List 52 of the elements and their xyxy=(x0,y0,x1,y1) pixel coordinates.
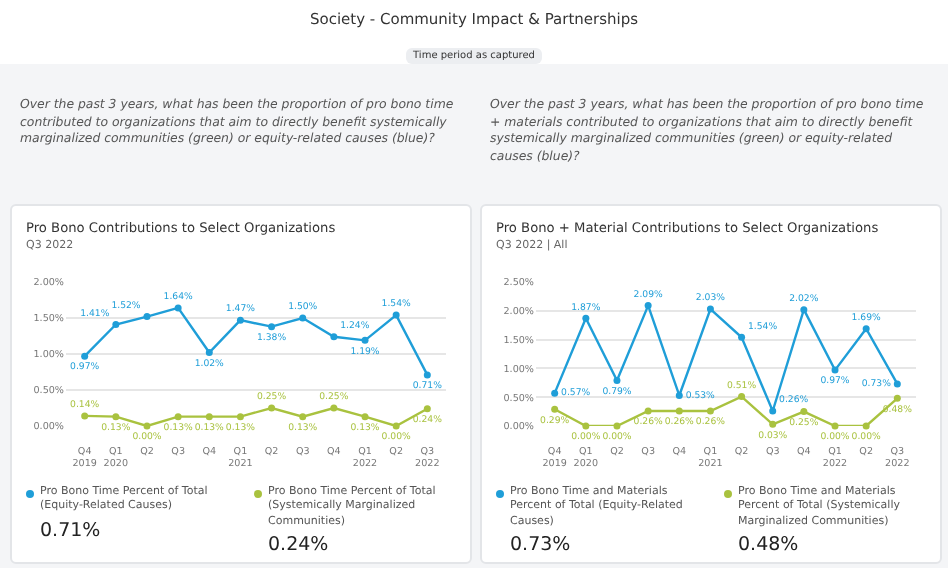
point xyxy=(392,422,400,430)
point xyxy=(862,422,870,430)
point xyxy=(361,336,369,344)
point xyxy=(551,389,559,397)
point xyxy=(330,404,338,412)
text: 0.24% xyxy=(268,534,331,561)
point xyxy=(174,413,182,421)
point xyxy=(423,371,431,379)
point xyxy=(81,352,89,360)
point xyxy=(706,407,714,415)
text: 0.48% xyxy=(738,534,801,561)
point xyxy=(831,366,839,374)
point xyxy=(236,316,244,324)
point xyxy=(299,413,307,421)
point xyxy=(738,393,746,401)
point xyxy=(236,413,244,421)
point xyxy=(644,407,652,415)
point xyxy=(613,422,621,430)
point xyxy=(800,306,808,314)
point xyxy=(143,422,151,430)
point xyxy=(299,314,307,322)
point xyxy=(112,320,120,328)
point xyxy=(268,404,276,412)
text: 0.71% xyxy=(40,519,103,546)
point xyxy=(644,302,652,310)
text: 0.73% xyxy=(510,534,573,561)
point xyxy=(706,305,714,313)
point xyxy=(423,405,431,413)
point xyxy=(769,420,777,428)
point xyxy=(268,323,276,331)
point xyxy=(174,304,182,312)
point xyxy=(81,412,89,420)
point xyxy=(361,413,369,421)
point xyxy=(738,333,746,341)
point xyxy=(893,394,901,402)
point xyxy=(613,377,621,384)
point xyxy=(675,407,683,415)
point xyxy=(143,313,151,321)
point xyxy=(893,380,901,388)
point xyxy=(862,325,870,333)
point xyxy=(392,311,400,319)
point xyxy=(205,349,213,357)
point xyxy=(582,422,590,430)
point xyxy=(582,314,590,322)
point xyxy=(112,413,120,421)
point xyxy=(831,422,839,430)
point xyxy=(551,405,559,413)
point xyxy=(769,407,777,415)
point xyxy=(330,333,338,341)
point xyxy=(675,391,683,399)
point xyxy=(800,408,808,416)
point xyxy=(205,413,213,421)
